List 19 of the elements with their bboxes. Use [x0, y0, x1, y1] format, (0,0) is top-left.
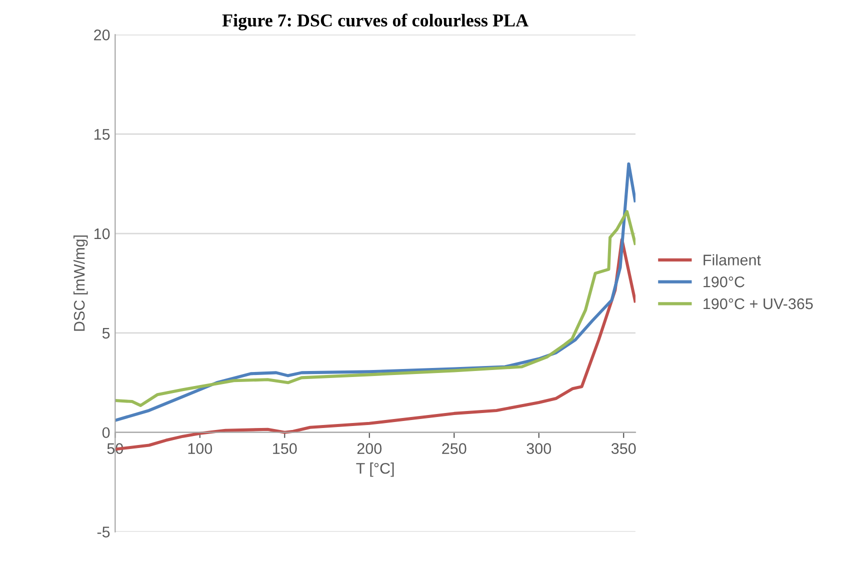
y-tick-label: 10 — [94, 228, 110, 240]
x-tick-label: 350 — [611, 443, 636, 454]
x-tick-label: 250 — [442, 443, 466, 454]
y-tick-label: 20 — [94, 30, 110, 40]
line-series — [115, 210, 636, 408]
y-tick-label: 0 — [102, 427, 110, 438]
x-tick-label: 300 — [526, 443, 552, 454]
chart-title: Figure 7: DSC curves of colourless PLA — [222, 14, 528, 30]
legend-label: Filament — [704, 254, 761, 266]
x-tick-label: 150 — [273, 443, 297, 454]
y-axis-title: DSC [mW/mg] — [74, 236, 88, 331]
x-tick-label: 200 — [357, 443, 382, 454]
y-tick-label: 15 — [94, 129, 110, 140]
y-tick-label: -5 — [97, 526, 110, 538]
y-tick-label: 5 — [102, 328, 110, 339]
legend-label: 190°C — [704, 276, 744, 288]
legend-label: 190°C + UV-365 — [704, 298, 813, 310]
x-tick-label: 100 — [188, 443, 212, 454]
x-axis-title: T [°C] — [356, 462, 394, 477]
